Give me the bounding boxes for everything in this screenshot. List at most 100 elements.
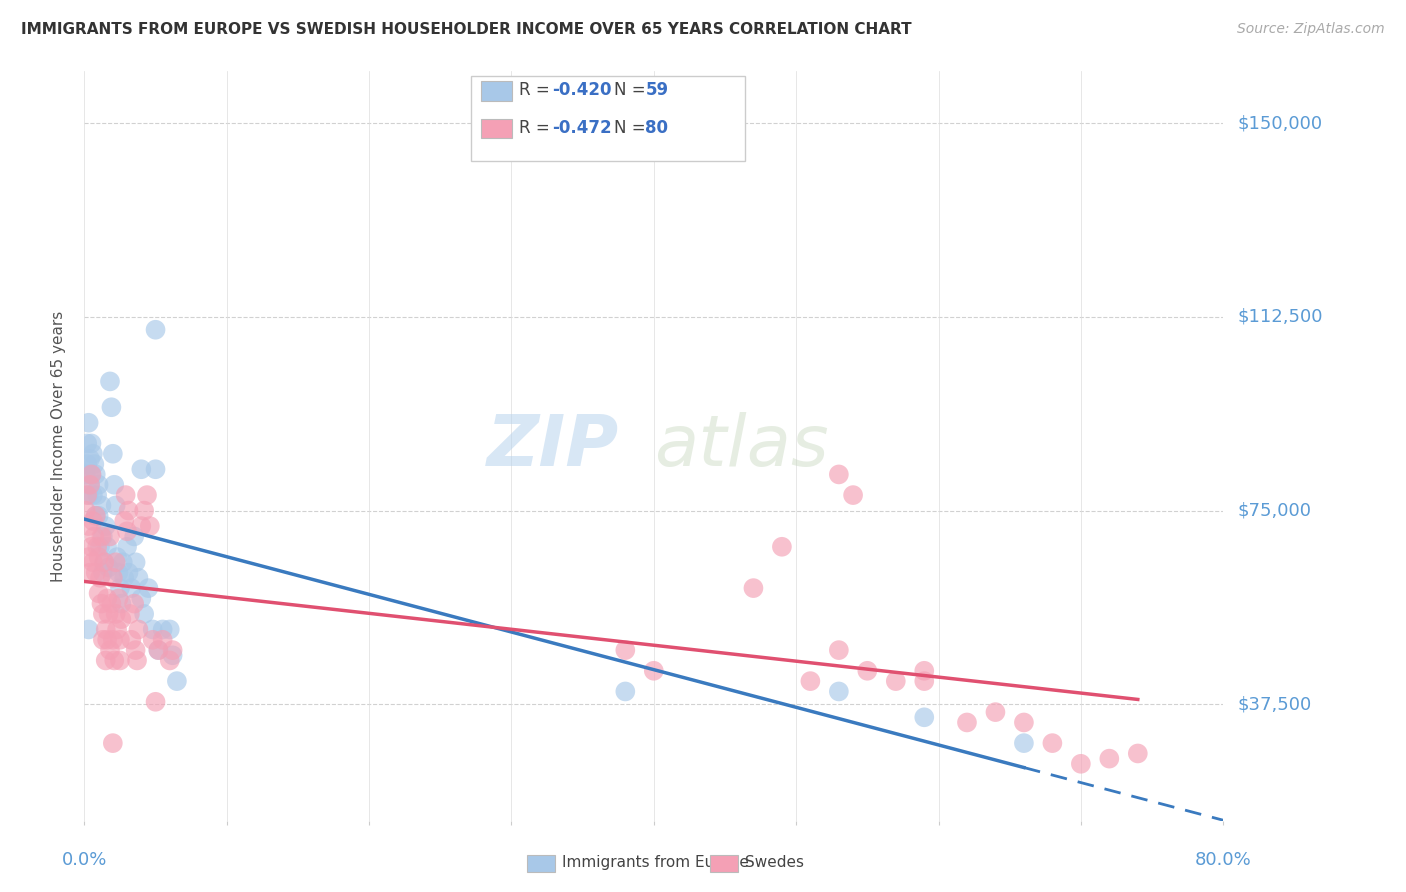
Point (104, 555, 127, 569)
Point (80, 540, 103, 554)
Text: R =: R = (519, 81, 555, 99)
Point (136, 488, 159, 502)
Point (94, 653, 117, 667)
Point (152, 623, 174, 637)
Point (91, 632, 114, 647)
Point (117, 503, 139, 517)
Text: -0.420: -0.420 (553, 81, 612, 99)
Point (84, 467, 107, 482)
Text: ZIP: ZIP (488, 411, 620, 481)
Point (83, 457, 105, 471)
Point (1126, 747, 1149, 761)
Text: 80: 80 (645, 119, 668, 136)
Point (912, 710, 935, 724)
Point (142, 623, 165, 637)
Point (91, 566, 114, 580)
Point (82, 447, 104, 461)
Point (1070, 756, 1092, 771)
Text: $150,000: $150,000 (1237, 114, 1322, 132)
Point (96, 540, 118, 554)
Point (131, 519, 153, 533)
Point (86, 540, 108, 554)
Point (82, 488, 104, 502)
Point (79, 477, 101, 491)
Point (134, 503, 156, 517)
Point (82, 555, 104, 569)
Text: R =: R = (519, 119, 555, 136)
Point (101, 736, 124, 750)
Point (162, 643, 184, 657)
Text: Immigrants from Europe: Immigrants from Europe (562, 855, 749, 870)
Point (90, 499, 112, 513)
Point (1098, 751, 1121, 765)
Point (86, 488, 108, 502)
Point (105, 623, 128, 637)
Point (76, 488, 98, 502)
Point (94, 519, 117, 533)
Point (108, 632, 131, 647)
Point (118, 607, 141, 621)
Text: IMMIGRANTS FROM EUROPE VS SWEDISH HOUSEHOLDER INCOME OVER 65 YEARS CORRELATION C: IMMIGRANTS FROM EUROPE VS SWEDISH HOUSEH… (21, 22, 911, 37)
Point (103, 477, 125, 491)
Point (120, 632, 142, 647)
Point (1042, 736, 1064, 750)
Point (84, 508, 107, 523)
Point (93, 555, 115, 569)
Point (112, 571, 135, 585)
Point (842, 488, 865, 502)
Point (79, 477, 101, 491)
Point (97, 560, 120, 574)
Point (104, 607, 127, 621)
Point (115, 524, 138, 539)
Point (122, 597, 145, 611)
Text: atlas: atlas (654, 411, 828, 481)
Point (1012, 715, 1035, 730)
Point (101, 571, 124, 585)
Point (1012, 736, 1035, 750)
Text: $37,500: $37,500 (1237, 696, 1312, 714)
Point (828, 684, 851, 698)
Point (114, 488, 136, 502)
Text: N =: N = (614, 81, 651, 99)
Point (90, 597, 112, 611)
Point (98, 375, 121, 389)
Point (112, 514, 135, 528)
Point (104, 499, 127, 513)
Point (166, 674, 188, 689)
Point (80, 436, 103, 450)
Point (108, 581, 131, 595)
Text: $112,500: $112,500 (1237, 308, 1323, 326)
Point (89, 540, 111, 554)
Point (614, 684, 637, 698)
Point (148, 643, 170, 657)
Point (912, 674, 935, 689)
Point (87, 477, 110, 491)
Point (124, 643, 146, 657)
Text: Source: ZipAtlas.com: Source: ZipAtlas.com (1237, 22, 1385, 37)
Point (87, 550, 110, 565)
Point (91, 529, 114, 543)
Point (148, 643, 170, 657)
Text: N =: N = (614, 119, 651, 136)
Point (91, 607, 114, 621)
Point (98, 529, 121, 543)
Point (84, 566, 107, 580)
Point (87, 508, 110, 523)
Point (770, 540, 793, 554)
Point (96, 591, 118, 606)
Point (134, 607, 156, 621)
Point (75, 503, 97, 517)
Point (107, 566, 129, 580)
Point (79, 451, 101, 466)
Point (105, 550, 128, 565)
Text: Swedes: Swedes (745, 855, 804, 870)
Point (122, 529, 145, 543)
Point (162, 648, 184, 663)
Point (159, 653, 181, 667)
Point (159, 623, 181, 637)
Point (110, 597, 132, 611)
Point (884, 674, 907, 689)
Point (108, 653, 131, 667)
Point (131, 462, 153, 476)
Point (856, 664, 879, 678)
